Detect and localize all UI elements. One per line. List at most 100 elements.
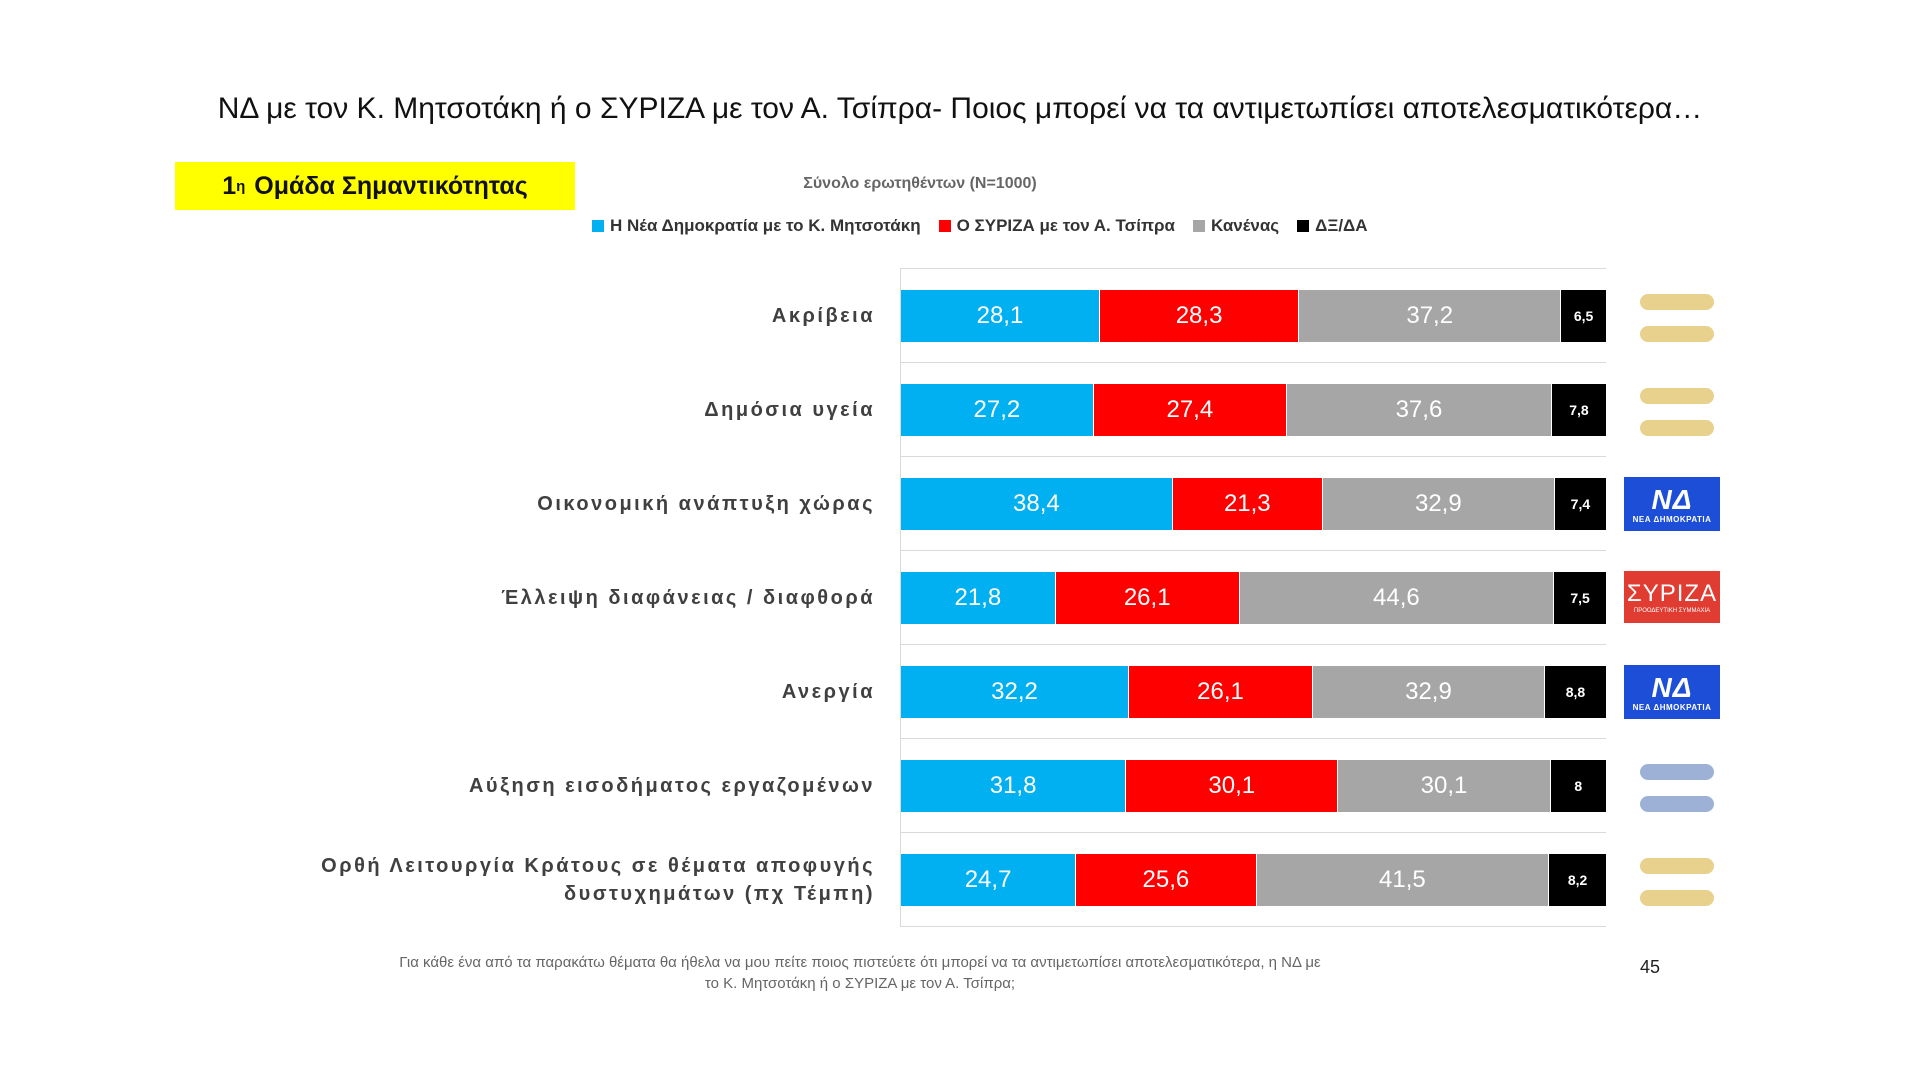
stacked-bar: 27,2 27,4 37,6 7,8 — [901, 384, 1606, 436]
legend-item: Ο ΣΥΡΙΖΑ με τον Α. Τσίπρα — [938, 216, 1175, 236]
page-title: ΝΔ με τον Κ. Μητσοτάκη ή ο ΣΥΡΙΖΑ με τον… — [217, 92, 1703, 125]
grid-line — [900, 362, 1606, 363]
bar-value-label: 6,5 — [1573, 308, 1594, 324]
bar-value-label: 8,8 — [1565, 684, 1586, 700]
group-number: 1 — [222, 171, 237, 200]
bar-segment: 41,5 — [1255, 854, 1549, 906]
footnote-line-2: το Κ. Μητσοτάκη ή ο ΣΥΡΙΖΑ με τον Α. Τσί… — [704, 975, 1016, 992]
bar-segment: 28,1 — [901, 290, 1099, 342]
bar-value-label: 8 — [1574, 778, 1583, 794]
legend-label: ΔΞ/ΔΑ — [1315, 216, 1368, 235]
bar-value-label: 7,5 — [1570, 590, 1590, 606]
category-label-line: δυστυχημάτων (πχ Τέμπη) — [564, 883, 875, 905]
legend-item: ΔΞ/ΔΑ — [1297, 216, 1368, 236]
bar-value-label: 30,1 — [1420, 772, 1468, 799]
legend-swatch — [1192, 220, 1205, 232]
equal-sign-icon — [1640, 388, 1714, 452]
stacked-bar: 38,4 21,3 32,9 7,4 — [901, 478, 1606, 530]
category-label-line: Ακρίβεια — [771, 305, 875, 327]
grid-line — [900, 550, 1606, 551]
stacked-bar: 32,2 26,1 32,9 8,8 — [901, 666, 1606, 718]
bar-segment: 7,5 — [1553, 572, 1606, 624]
bar-segment: 38,4 — [901, 478, 1172, 530]
bar-value-label: 41,5 — [1379, 866, 1426, 893]
bar-value-label: 24,7 — [964, 866, 1012, 893]
category-label-line: Οικονομική ανάπτυξη χώρας — [537, 493, 875, 515]
bar-value-label: 7,4 — [1570, 496, 1591, 512]
logo-caption: ΠΡΟΟΔΕΥΤΙΚΗ ΣΥΜΜΑΧΙΑ — [1633, 608, 1711, 614]
bar-segment: 30,1 — [1337, 760, 1550, 812]
logo-caption: ΝΕΑ ΔΗΜΟΚΡΑΤΙΑ — [1632, 514, 1712, 524]
category-label: Έλλειψη διαφάνειας / διαφθορά — [501, 584, 875, 612]
legend-item: Κανένας — [1192, 216, 1279, 236]
stacked-bar: 21,8 26,1 44,6 7,5 — [901, 572, 1606, 624]
category-label: Ακρίβεια — [772, 302, 875, 330]
nea-dimokratia-logo: ΝΔ ΝΕΑ ΔΗΜΟΚΡΑΤΙΑ — [1624, 477, 1720, 531]
bar-segment: 32,9 — [1312, 666, 1544, 718]
grid-line — [900, 738, 1606, 739]
syriza-logo: ΣΥΡΙΖΑ ΠΡΟΟΔΕΥΤΙΚΗ ΣΥΜΜΑΧΙΑ — [1624, 571, 1720, 623]
stacked-bar: 31,8 30,1 30,1 8 — [901, 760, 1606, 812]
bar-value-label: 26,1 — [1197, 678, 1244, 705]
equal-bar — [1640, 420, 1714, 436]
bar-value-label: 38,4 — [1013, 490, 1060, 517]
bar-segment: 37,6 — [1285, 384, 1551, 436]
category-label: Ανεργία — [782, 678, 875, 706]
chart-legend: Η Νέα Δημοκρατία με το Κ. Μητσοτάκη Ο ΣΥΡ… — [592, 214, 1386, 238]
equal-bar — [1640, 326, 1714, 342]
bar-value-label: 21,3 — [1223, 490, 1271, 517]
category-label-line: Έλλειψη διαφάνειας / διαφθορά — [501, 587, 875, 609]
equal-bar — [1640, 388, 1714, 404]
nea-dimokratia-logo: ΝΔ ΝΕΑ ΔΗΜΟΚΡΑΤΙΑ — [1624, 665, 1720, 719]
bar-segment: 28,3 — [1098, 290, 1299, 342]
question-footnote: Για κάθε ένα από τα παρακάτω θέματα θα ή… — [330, 952, 1390, 994]
bar-value-label: 21,8 — [954, 584, 1002, 611]
bar-value-label: 28,1 — [976, 302, 1024, 329]
bar-value-label: 27,2 — [973, 396, 1021, 423]
category-label-line: Αύξηση εισοδήματος εργαζομένων — [468, 775, 875, 797]
legend-label: Η Νέα Δημοκρατία με το Κ. Μητσοτάκη — [610, 216, 921, 235]
stacked-bar: 24,7 25,6 41,5 8,2 — [901, 854, 1606, 906]
legend-swatch — [938, 220, 951, 232]
bar-segment: 7,8 — [1550, 384, 1606, 436]
equal-bar — [1640, 890, 1714, 906]
stacked-bar: 28,1 28,3 37,2 6,5 — [901, 290, 1606, 342]
bar-segment: 8 — [1549, 760, 1606, 812]
category-label-line: Δημόσια υγεία — [704, 399, 875, 421]
logo-mark: ΣΥΡΙΖΑ — [1626, 580, 1718, 607]
page-number: 45 — [1640, 957, 1661, 977]
bar-segment: 21,8 — [901, 572, 1055, 624]
bar-value-label: 37,6 — [1395, 396, 1443, 423]
bar-segment: 7,4 — [1553, 478, 1606, 530]
bar-segment: 44,6 — [1238, 572, 1554, 624]
bar-value-label: 37,2 — [1406, 302, 1454, 329]
category-label: Οικονομική ανάπτυξη χώρας — [537, 490, 875, 518]
group-ordinal: η — [236, 177, 246, 195]
grid-line — [900, 268, 1606, 269]
bar-segment: 31,8 — [901, 760, 1126, 812]
bar-segment: 24,7 — [901, 854, 1076, 906]
legend-swatch — [1297, 220, 1310, 232]
footnote-line-1: Για κάθε ένα από τα παρακάτω θέματα θα ή… — [399, 954, 1321, 971]
bar-value-label: 31,8 — [989, 772, 1037, 799]
logo-caption: ΝΕΑ ΔΗΜΟΚΡΑΤΙΑ — [1632, 702, 1712, 712]
chart-plot-area — [900, 268, 1607, 926]
grid-line — [900, 456, 1606, 457]
category-label: Ορθή Λειτουργία Κράτους σε θέματα αποφυγ… — [321, 852, 875, 908]
legend-swatch — [592, 220, 604, 232]
bar-segment: 37,2 — [1298, 290, 1561, 342]
bar-segment: 26,1 — [1054, 572, 1239, 624]
grid-line — [900, 832, 1606, 833]
bar-value-label: 32,9 — [1414, 490, 1462, 517]
bar-value-label: 28,3 — [1175, 302, 1223, 329]
equal-bar — [1640, 796, 1714, 812]
bar-segment: 30,1 — [1125, 760, 1338, 812]
bar-segment: 8,2 — [1548, 854, 1606, 906]
category-label-line: Ορθή Λειτουργία Κράτους σε θέματα αποφυγ… — [321, 855, 875, 877]
equal-sign-icon — [1640, 858, 1714, 922]
bar-value-label: 44,6 — [1373, 584, 1420, 611]
equal-sign-icon — [1640, 764, 1714, 828]
legend-item: Η Νέα Δημοκρατία με το Κ. Μητσοτάκη — [592, 216, 921, 236]
equal-bar — [1640, 764, 1714, 780]
